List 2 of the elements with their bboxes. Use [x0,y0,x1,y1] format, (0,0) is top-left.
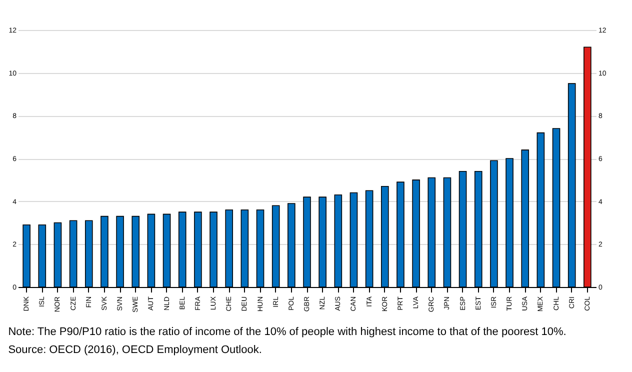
text: Note: The P90/P10 ratio is the ratio of income of the 10% of people with highest income to that of the poorest 10%. [8,326,566,338]
source-note: Source: OECD (2016), OECD Employment Outlook. [8,344,262,356]
